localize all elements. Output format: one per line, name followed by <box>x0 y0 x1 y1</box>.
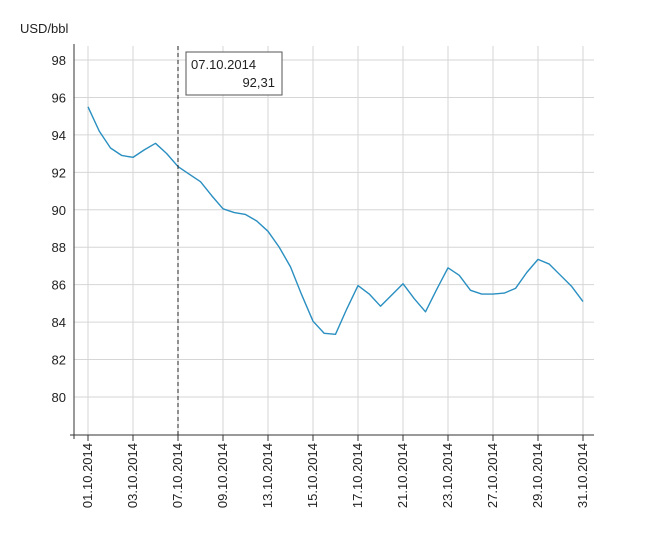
tooltip-date: 07.10.2014 <box>191 57 256 72</box>
y-tick-label: 84 <box>52 315 66 330</box>
x-tick-label: 03.10.2014 <box>125 443 140 508</box>
y-tick-label: 80 <box>52 390 66 405</box>
x-tick-labels: 01.10.2014 03.10.2014 07.10.2014 09.10.2014… <box>80 443 590 508</box>
axes <box>70 44 594 441</box>
y-tick-label: 82 <box>52 353 66 368</box>
x-tick-label: 15.10.2014 <box>305 443 320 508</box>
x-tick-label: 09.10.2014 <box>215 443 230 508</box>
y-axis-unit-label: USD/bbl <box>20 21 69 36</box>
y-tick-label: 92 <box>52 165 66 180</box>
series-line <box>87 106 584 335</box>
y-tick-label: 98 <box>52 53 66 68</box>
y-tick-label: 88 <box>52 240 66 255</box>
y-tick-label: 96 <box>52 90 66 105</box>
y-tick-label: 86 <box>52 278 66 293</box>
x-tick-label: 31.10.2014 <box>575 443 590 508</box>
x-tick-label: 27.10.2014 <box>485 443 500 508</box>
y-tick-labels: 80 82 84 86 88 90 92 94 96 98 <box>52 53 66 405</box>
x-tick-label: 07.10.2014 <box>170 443 185 508</box>
tooltip-box <box>185 51 283 96</box>
hover-tooltip: 07.10.2014 92,31 <box>177 46 283 435</box>
tooltip-value: 92,31 <box>242 75 275 90</box>
series-lines <box>87 106 584 335</box>
x-tick-label: 17.10.2014 <box>350 443 365 508</box>
x-tick-label: 29.10.2014 <box>530 443 545 508</box>
x-tick-label: 01.10.2014 <box>80 443 95 508</box>
y-tick-label: 94 <box>52 128 66 143</box>
x-tick-label: 13.10.2014 <box>260 443 275 508</box>
x-tick-label: 21.10.2014 <box>395 443 410 508</box>
y-tick-label: 90 <box>52 203 66 218</box>
grid-lines <box>74 46 594 435</box>
x-tick-label: 23.10.2014 <box>440 443 455 508</box>
